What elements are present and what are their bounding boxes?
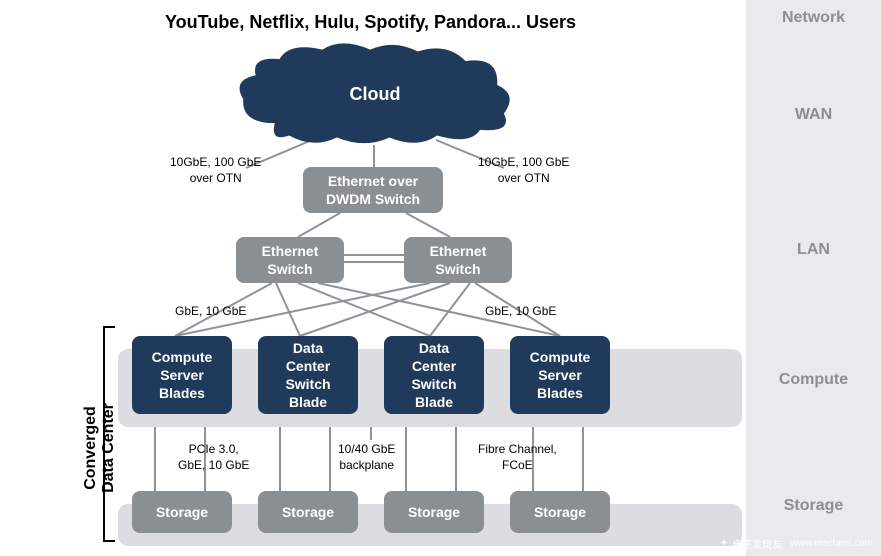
anno-backplane: 10/40 GbE backplane [338, 442, 395, 473]
side-label-network: Network [746, 0, 881, 35]
storage-node-4: Storage [510, 491, 610, 533]
anno-otn-left: 10GbE, 100 GbE over OTN [170, 155, 261, 186]
storage-node-2: Storage [258, 491, 358, 533]
anno-gbe-right: GbE, 10 GbE [485, 304, 556, 320]
side-label-lan: LAN [746, 195, 881, 305]
watermark-text: 电子发烧友 [732, 536, 782, 551]
data-center-label: Converged Data Center [82, 403, 118, 493]
storage-node-3: Storage [384, 491, 484, 533]
anno-gbe-left: GbE, 10 GbE [175, 304, 246, 320]
compute-server-blades-right-node: Compute Server Blades [510, 336, 610, 414]
side-label-wan: WAN [746, 35, 881, 195]
watermark-url: www.elecfans.com [790, 538, 873, 549]
ethernet-switch-left-node: Ethernet Switch [236, 237, 344, 283]
storage-node-1: Storage [132, 491, 232, 533]
cloud-label: Cloud [225, 42, 525, 147]
anno-otn-right: 10GbE, 100 GbE over OTN [478, 155, 569, 186]
anno-pcie: PCIe 3.0, GbE, 10 GbE [178, 442, 249, 473]
compute-server-blades-left-node: Compute Server Blades [132, 336, 232, 414]
page-title: YouTube, Netflix, Hulu, Spotify, Pandora… [165, 12, 576, 33]
dc-switch-blade-left-node: Data Center Switch Blade [258, 336, 358, 414]
watermark-icon: ✦ [720, 538, 728, 549]
cloud-node: Cloud [225, 42, 525, 147]
dwdm-switch-node: Ethernet over DWDM Switch [303, 167, 443, 213]
side-label-compute: Compute [746, 305, 881, 455]
ethernet-switch-right-node: Ethernet Switch [404, 237, 512, 283]
watermark: ✦ 电子发烧友 www.elecfans.com [720, 536, 873, 551]
layer-sidebar: Network WAN LAN Compute Storage [746, 0, 881, 556]
anno-fibre-channel: Fibre Channel, FCoE [478, 442, 557, 473]
dc-switch-blade-right-node: Data Center Switch Blade [384, 336, 484, 414]
